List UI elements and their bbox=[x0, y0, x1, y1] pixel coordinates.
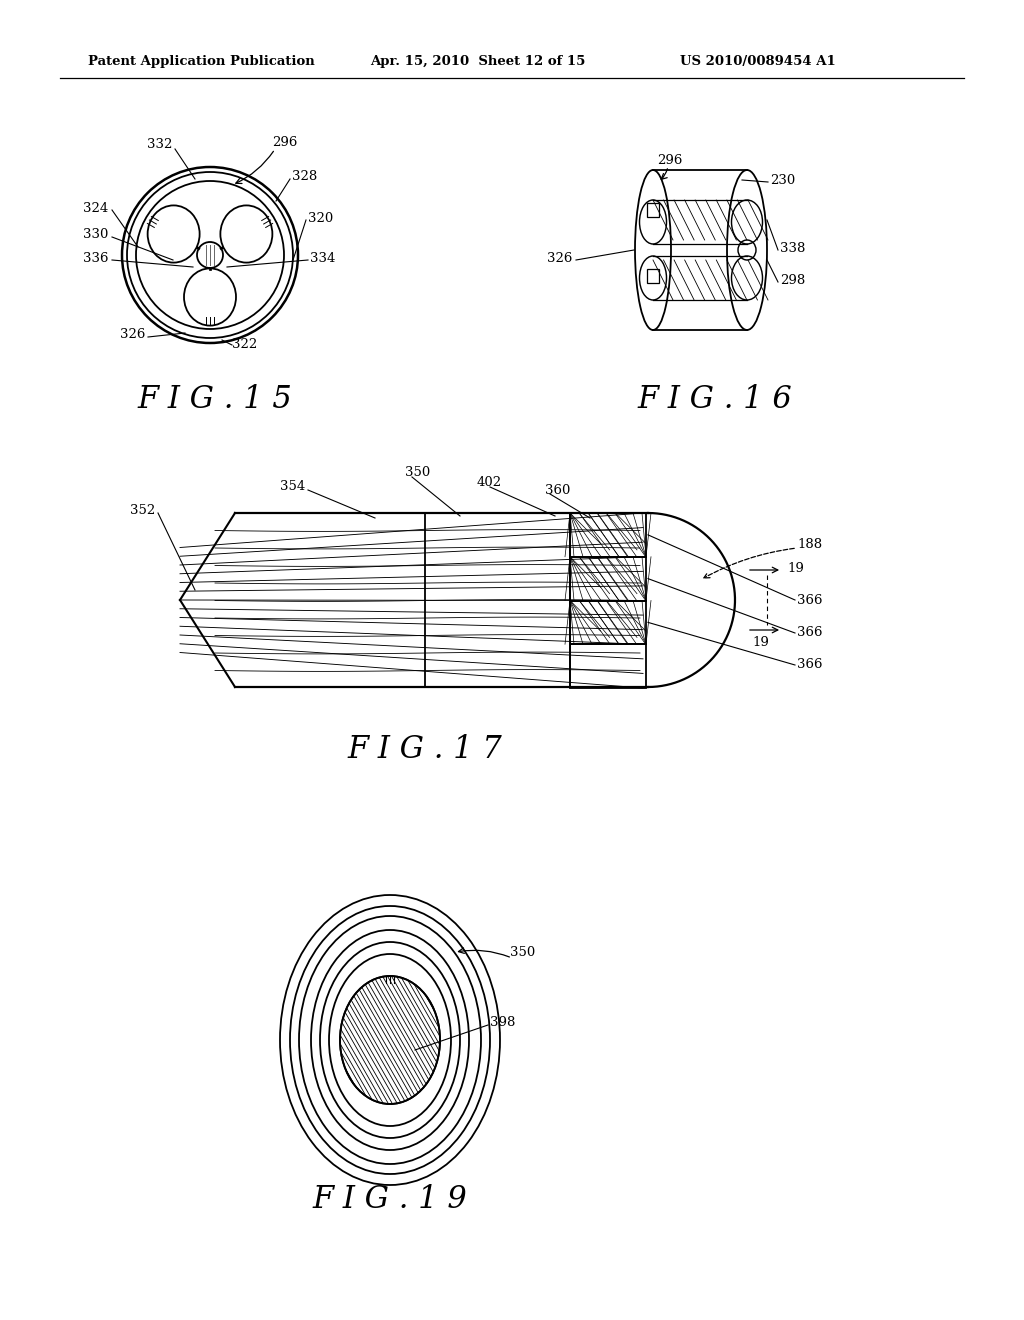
Text: F I G . 1 5: F I G . 1 5 bbox=[137, 384, 293, 416]
Text: 298: 298 bbox=[780, 273, 805, 286]
Text: US 2010/0089454 A1: US 2010/0089454 A1 bbox=[680, 55, 836, 69]
Text: 19: 19 bbox=[752, 636, 769, 649]
Text: Apr. 15, 2010  Sheet 12 of 15: Apr. 15, 2010 Sheet 12 of 15 bbox=[370, 55, 586, 69]
Text: F I G . 1 7: F I G . 1 7 bbox=[347, 734, 503, 766]
Text: Patent Application Publication: Patent Application Publication bbox=[88, 55, 314, 69]
Text: 360: 360 bbox=[545, 483, 570, 496]
Bar bbox=[647, 269, 659, 282]
Text: F I G . 1 6: F I G . 1 6 bbox=[638, 384, 793, 416]
Text: F I G . 1 9: F I G . 1 9 bbox=[312, 1184, 467, 1216]
Text: 320: 320 bbox=[308, 211, 333, 224]
Text: 322: 322 bbox=[232, 338, 257, 351]
Bar bbox=[570, 601, 646, 644]
Text: 366: 366 bbox=[797, 659, 822, 672]
Text: 324: 324 bbox=[83, 202, 108, 214]
Text: 334: 334 bbox=[310, 252, 336, 264]
Ellipse shape bbox=[340, 975, 440, 1104]
Text: 230: 230 bbox=[770, 173, 796, 186]
Text: 326: 326 bbox=[120, 329, 145, 342]
Text: 402: 402 bbox=[477, 477, 502, 490]
Bar bbox=[647, 203, 659, 216]
Text: 326: 326 bbox=[547, 252, 572, 264]
Text: 188: 188 bbox=[797, 539, 822, 552]
Text: 350: 350 bbox=[406, 466, 430, 479]
Bar bbox=[570, 644, 646, 688]
Bar bbox=[570, 513, 646, 557]
Text: 366: 366 bbox=[797, 594, 822, 606]
Text: 330: 330 bbox=[83, 228, 108, 242]
Text: 354: 354 bbox=[280, 480, 305, 494]
Text: 296: 296 bbox=[657, 153, 682, 166]
Bar bbox=[570, 557, 646, 601]
Text: 328: 328 bbox=[292, 170, 317, 183]
Text: 352: 352 bbox=[130, 503, 155, 516]
Text: 296: 296 bbox=[272, 136, 297, 149]
Text: 336: 336 bbox=[83, 252, 108, 264]
Text: 398: 398 bbox=[490, 1015, 515, 1028]
Text: 350: 350 bbox=[510, 946, 536, 960]
Text: 332: 332 bbox=[146, 139, 172, 152]
Text: 19: 19 bbox=[787, 561, 804, 574]
Text: 366: 366 bbox=[797, 627, 822, 639]
Text: 338: 338 bbox=[780, 242, 805, 255]
